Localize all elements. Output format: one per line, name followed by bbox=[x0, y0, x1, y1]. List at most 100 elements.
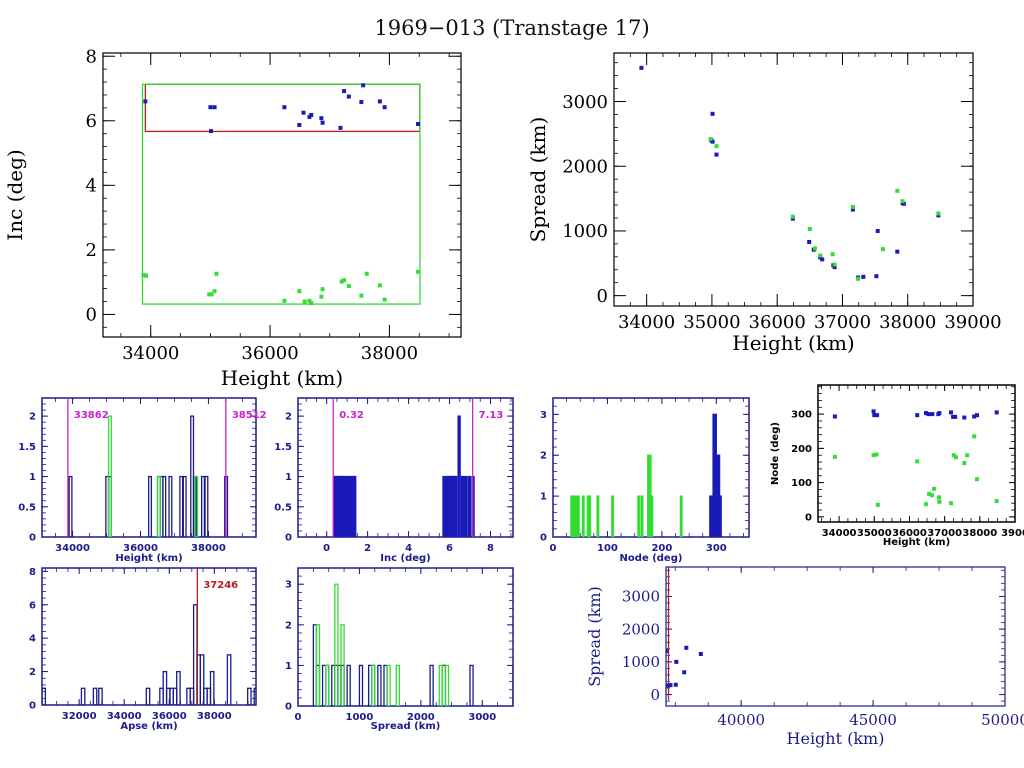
x-tick-label: 36000 bbox=[892, 528, 927, 539]
data-point-green bbox=[975, 477, 980, 482]
histogram-bar-blue bbox=[182, 475, 187, 537]
x-axis-label: Height (km) bbox=[221, 366, 343, 390]
plot-area bbox=[42, 568, 256, 705]
data-point-blue bbox=[875, 228, 880, 233]
y-tick-label: 0 bbox=[285, 702, 292, 713]
histogram-bar-blue bbox=[718, 495, 722, 537]
histogram-bar-green bbox=[334, 583, 339, 706]
histogram-bar-green bbox=[107, 415, 112, 537]
data-point-green bbox=[927, 491, 932, 496]
data-point-blue bbox=[861, 274, 866, 279]
histogram-bar-green bbox=[194, 475, 199, 537]
y-tick-label: 1 bbox=[285, 661, 292, 672]
data-point-green bbox=[830, 252, 835, 257]
data-point-green bbox=[965, 453, 970, 458]
data-point-green bbox=[832, 454, 837, 459]
x-tick-label: 34000 bbox=[55, 543, 90, 554]
data-point-blue bbox=[820, 257, 825, 262]
data-point-green bbox=[282, 298, 287, 303]
data-point-green bbox=[790, 214, 795, 219]
y-tick-label: 0 bbox=[285, 533, 292, 544]
y-axis-label: Spread (km) bbox=[585, 586, 604, 687]
y-axis-label: Spread (km) bbox=[526, 117, 550, 243]
data-point-blue bbox=[850, 207, 855, 212]
y-axis-label: Node (deg) bbox=[770, 422, 781, 485]
x-tick-label: 2000 bbox=[407, 712, 435, 723]
plot-area bbox=[639, 65, 941, 281]
histogram-bar-blue bbox=[168, 475, 173, 537]
y-tick-label: 1000 bbox=[622, 653, 660, 671]
y-tick-label: 4 bbox=[29, 634, 36, 645]
x-tick-label: 8 bbox=[487, 543, 494, 554]
plot-area bbox=[570, 413, 722, 537]
histogram-bar-green bbox=[588, 495, 592, 537]
data-point-blue bbox=[962, 415, 967, 420]
data-point-blue bbox=[416, 122, 421, 126]
histogram-bar-blue bbox=[344, 475, 348, 537]
data-point-blue bbox=[346, 94, 351, 99]
plot-area bbox=[666, 567, 703, 700]
x-tick-label: 1000 bbox=[346, 712, 374, 723]
data-point-green bbox=[708, 137, 713, 142]
data-point-blue bbox=[915, 413, 920, 418]
y-tick-label: 0 bbox=[597, 286, 608, 307]
x-axis-label: Apse (km) bbox=[120, 721, 177, 732]
x-tick-label: 0 bbox=[550, 543, 557, 554]
data-point-green bbox=[807, 227, 812, 231]
data-point-blue bbox=[639, 65, 644, 70]
y-tick-label: 2 bbox=[29, 412, 36, 423]
data-point-green bbox=[948, 501, 953, 506]
data-point-blue bbox=[382, 105, 387, 110]
plot-frame bbox=[102, 52, 462, 338]
x-tick-label: 34000 bbox=[107, 711, 142, 722]
data-point-blue bbox=[684, 645, 689, 650]
data-point-blue bbox=[937, 411, 942, 416]
plot-area bbox=[312, 583, 513, 706]
data-point-blue bbox=[926, 412, 931, 417]
data-point-green bbox=[382, 297, 387, 302]
y-tick-label: 0 bbox=[29, 701, 36, 712]
data-point-green bbox=[212, 289, 217, 294]
histogram-bar-blue bbox=[346, 664, 351, 706]
data-point-blue bbox=[359, 100, 364, 105]
data-point-green bbox=[320, 287, 325, 292]
y-tick-label: 2000 bbox=[562, 157, 608, 178]
data-point-green bbox=[141, 273, 146, 278]
figure-title: 1969−013 (Transtage 17) bbox=[374, 16, 650, 40]
data-point-blue bbox=[320, 120, 325, 125]
data-point-blue bbox=[143, 99, 148, 104]
histogram-bar-blue bbox=[429, 664, 434, 706]
y-tick-label: 6 bbox=[86, 111, 97, 132]
x-axis-label: Inc (deg) bbox=[380, 553, 431, 564]
data-point-green bbox=[994, 499, 999, 504]
data-point-green bbox=[871, 453, 876, 458]
histogram-bar-green bbox=[640, 495, 644, 537]
data-point-green bbox=[813, 246, 818, 251]
data-point-green bbox=[875, 502, 880, 507]
y-tick-label: 100 bbox=[791, 478, 812, 489]
marker-label: 0.32 bbox=[339, 410, 364, 421]
plot-area bbox=[832, 409, 999, 507]
data-point-blue bbox=[994, 410, 999, 415]
data-point-green bbox=[962, 461, 967, 466]
data-point-green bbox=[937, 499, 942, 504]
histogram-bar-green bbox=[438, 664, 444, 706]
data-point-green bbox=[339, 279, 344, 284]
data-point-green bbox=[832, 262, 837, 267]
data-point-green bbox=[953, 455, 958, 460]
x-axis-label: Spread (km) bbox=[371, 721, 441, 732]
marker-label: 37246 bbox=[203, 580, 238, 591]
data-point-blue bbox=[698, 651, 703, 656]
histogram-bar-blue bbox=[347, 475, 352, 537]
data-point-blue bbox=[673, 682, 678, 687]
x-tick-label: 38000 bbox=[879, 312, 936, 333]
data-point-green bbox=[880, 247, 885, 252]
histogram-bar-blue bbox=[377, 664, 382, 706]
x-axis-label: Height (km) bbox=[732, 331, 854, 355]
histogram-bar-blue bbox=[148, 475, 153, 537]
histogram-bar-blue bbox=[353, 475, 357, 537]
x-axis-label: Height (km) bbox=[115, 553, 182, 564]
data-point-blue bbox=[309, 112, 314, 117]
data-point-green bbox=[850, 205, 855, 209]
